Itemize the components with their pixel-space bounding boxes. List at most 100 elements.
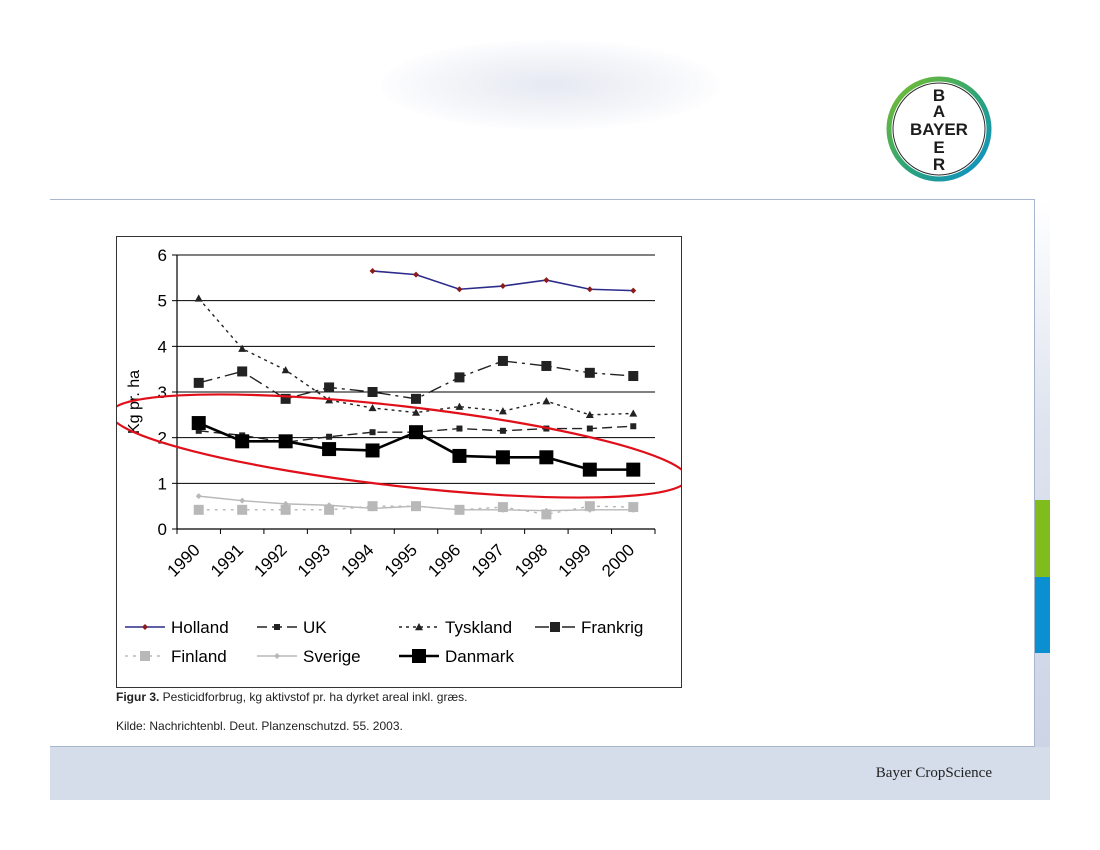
data-point (499, 427, 506, 434)
data-point (412, 649, 426, 663)
legend-label: Frankrig (581, 618, 643, 637)
logo-letter: B (933, 86, 945, 105)
data-point (369, 505, 376, 512)
logo-horizontal-text: BAYER (910, 120, 968, 139)
x-tick-label: 1995 (381, 540, 421, 580)
y-tick-label: 1 (158, 474, 167, 493)
x-tick-label: 1998 (511, 540, 551, 580)
data-point (282, 500, 289, 507)
data-point (454, 372, 465, 383)
data-point (412, 408, 420, 416)
right-sidebar (1035, 199, 1050, 750)
data-point (585, 410, 594, 419)
data-point (586, 425, 593, 432)
legend-label: UK (303, 618, 327, 637)
footer-band: Bayer CropScience (50, 747, 1050, 800)
legend-item-danmark: Danmark (399, 647, 514, 666)
legend-label: Finland (171, 647, 227, 666)
x-tick-label: 2000 (598, 540, 638, 580)
legend-item-sverige: Sverige (257, 647, 361, 666)
data-point (539, 450, 554, 465)
data-point (497, 355, 508, 366)
logo-letter: A (933, 102, 945, 121)
series-line (198, 360, 634, 400)
content-frame (50, 199, 1035, 747)
x-tick-label: 1999 (555, 540, 595, 580)
y-tick-label: 2 (158, 429, 167, 448)
highlight-ellipse (117, 393, 681, 499)
x-tick-label: 1994 (337, 540, 377, 580)
data-point (456, 425, 463, 432)
data-point (324, 504, 335, 515)
data-point (239, 497, 246, 504)
legend-label: Sverige (303, 647, 361, 666)
accent-bar-green (1035, 500, 1050, 577)
data-point (550, 622, 560, 632)
data-point (237, 504, 248, 515)
legend-label: Holland (171, 618, 229, 637)
data-point (322, 442, 337, 457)
data-point (409, 425, 423, 440)
data-point (541, 509, 552, 520)
data-point (235, 434, 250, 449)
data-point (543, 277, 550, 284)
y-tick-label: 0 (158, 520, 167, 539)
series-danmark (191, 416, 641, 477)
figure-caption: Figur 3. Pesticidforbrug, kg aktivstof p… (116, 690, 467, 704)
data-point (499, 283, 506, 290)
data-point (142, 624, 148, 630)
data-point (629, 409, 638, 417)
y-axis-label: Kg pr. ha (126, 370, 143, 434)
data-point (413, 271, 419, 278)
data-point (415, 623, 423, 631)
x-tick-label: 1996 (424, 540, 464, 580)
data-point (274, 653, 280, 659)
data-point (543, 507, 550, 514)
x-tick-label: 1991 (207, 540, 247, 580)
data-point (542, 397, 551, 405)
data-point (455, 402, 464, 410)
data-point (369, 429, 376, 436)
logo-letter: R (933, 155, 945, 174)
series-frankrig (193, 355, 639, 404)
data-point (326, 502, 333, 509)
data-point (586, 506, 593, 513)
data-point (452, 448, 467, 463)
series-holland (369, 267, 637, 294)
data-point (541, 360, 552, 371)
accent-bar-blue (1035, 577, 1050, 653)
data-point (280, 393, 291, 404)
data-point (456, 286, 463, 293)
data-point (324, 382, 335, 393)
data-point (369, 267, 376, 274)
data-point (586, 286, 593, 293)
data-point (278, 434, 293, 449)
data-point (193, 377, 204, 388)
data-point (630, 287, 637, 294)
data-point (280, 504, 291, 515)
header-glow (380, 40, 720, 130)
data-point (195, 493, 202, 500)
data-point (193, 504, 204, 515)
y-tick-label: 5 (158, 292, 167, 311)
data-point (195, 427, 202, 434)
data-point (281, 366, 290, 374)
caption-text: Pesticidforbrug, kg aktivstof pr. ha dyr… (159, 690, 468, 704)
data-point (411, 393, 421, 404)
data-point (413, 503, 419, 510)
data-point (584, 501, 595, 512)
legend-item-holland: Holland (125, 618, 229, 637)
data-point (367, 387, 378, 397)
data-point (630, 506, 637, 513)
caption-label: Figur 3. (116, 690, 160, 704)
footer-brand: Bayer CropScience (875, 765, 992, 781)
data-point (626, 462, 641, 477)
legend-label: Tyskland (445, 618, 512, 637)
data-point (326, 433, 333, 440)
data-point (140, 651, 150, 661)
x-tick-label: 1990 (164, 540, 204, 580)
data-point (582, 462, 597, 477)
series-line (198, 297, 634, 416)
